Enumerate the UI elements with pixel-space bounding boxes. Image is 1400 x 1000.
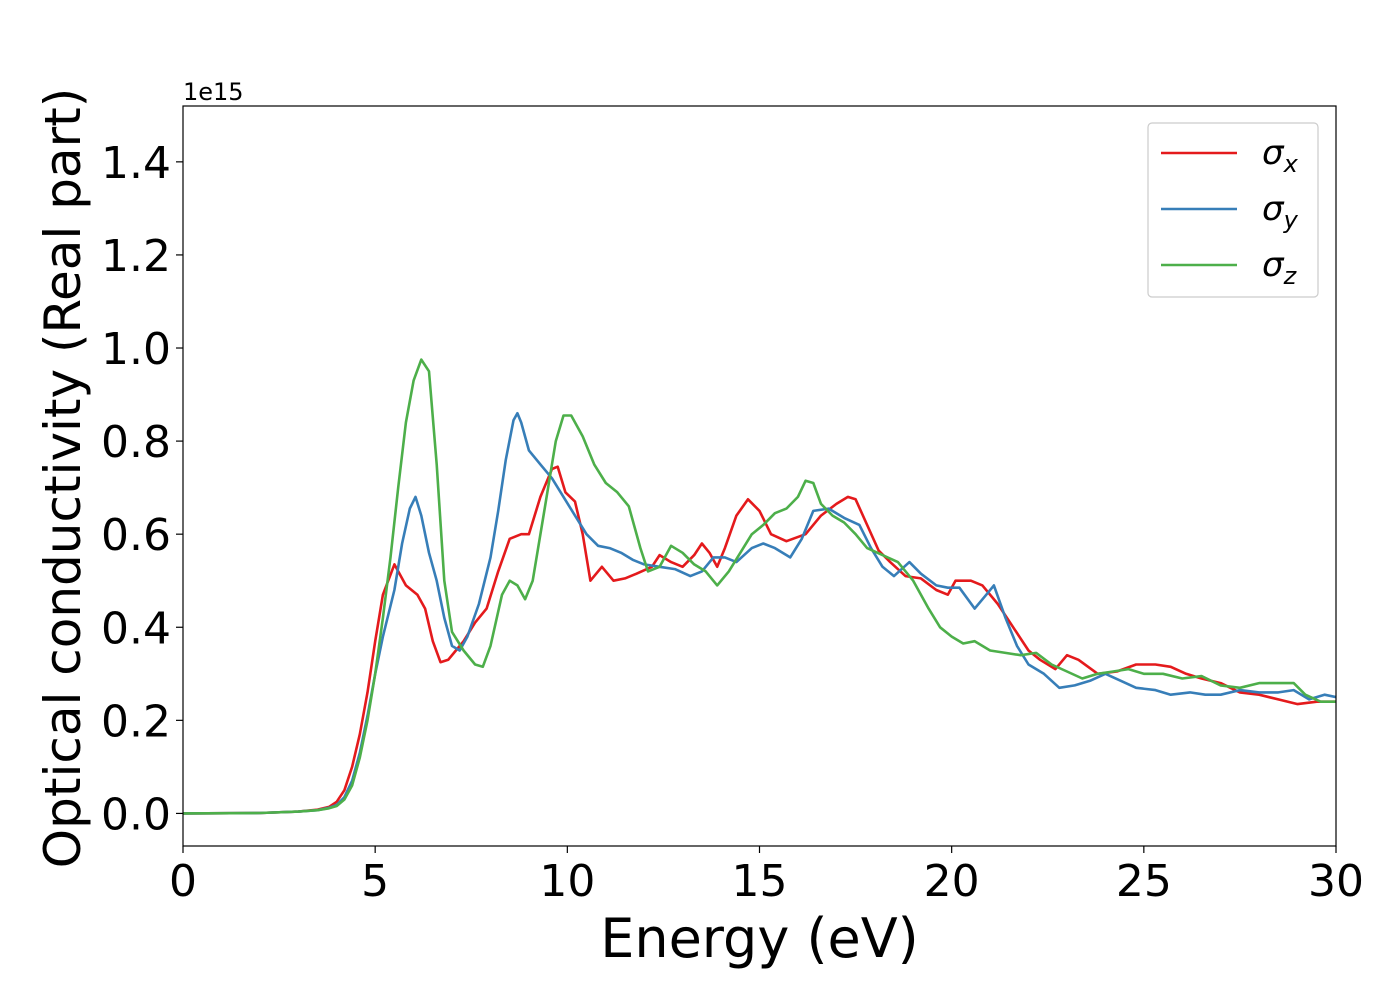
y-offset-label: 1e15 — [183, 78, 244, 106]
x-axis-label: Energy (eV) — [600, 907, 919, 970]
x-tick-label: 15 — [732, 856, 788, 907]
x-axis: 0 5 10 15 20 25 30 — [169, 846, 1364, 907]
plot-lines — [183, 358, 1336, 815]
y-tick-label: 0.2 — [101, 696, 171, 747]
y-tick-label: 1.2 — [101, 231, 171, 282]
y-tick-label: 1.0 — [101, 324, 171, 375]
y-tick-label: 1.4 — [101, 138, 171, 189]
series-line-x — [183, 465, 1336, 815]
legend: σx σy σz — [1147, 122, 1319, 298]
x-tick-label: 20 — [924, 856, 980, 907]
y-tick-label: 0.8 — [101, 417, 171, 468]
series-line-z — [183, 358, 1336, 815]
legend-label-x: σx — [1262, 133, 1299, 178]
legend-label-z: σz — [1262, 245, 1298, 290]
x-tick-label: 25 — [1116, 856, 1172, 907]
x-tick-label: 30 — [1308, 856, 1364, 907]
x-tick-label: 5 — [361, 856, 389, 907]
x-tick-label: 0 — [169, 856, 197, 907]
series-line-y — [183, 411, 1336, 815]
y-axis: 0.0 0.2 0.4 0.6 0.8 1.0 1.2 1.4 — [101, 138, 183, 840]
y-tick-label: 0.6 — [101, 510, 171, 561]
y-tick-label: 0.4 — [101, 603, 171, 654]
y-tick-label: 0.0 — [101, 789, 171, 840]
x-tick-label: 10 — [539, 856, 595, 907]
legend-label-y: σy — [1262, 189, 1299, 234]
y-axis-label: Optical conductivity (Real part) — [34, 88, 92, 869]
